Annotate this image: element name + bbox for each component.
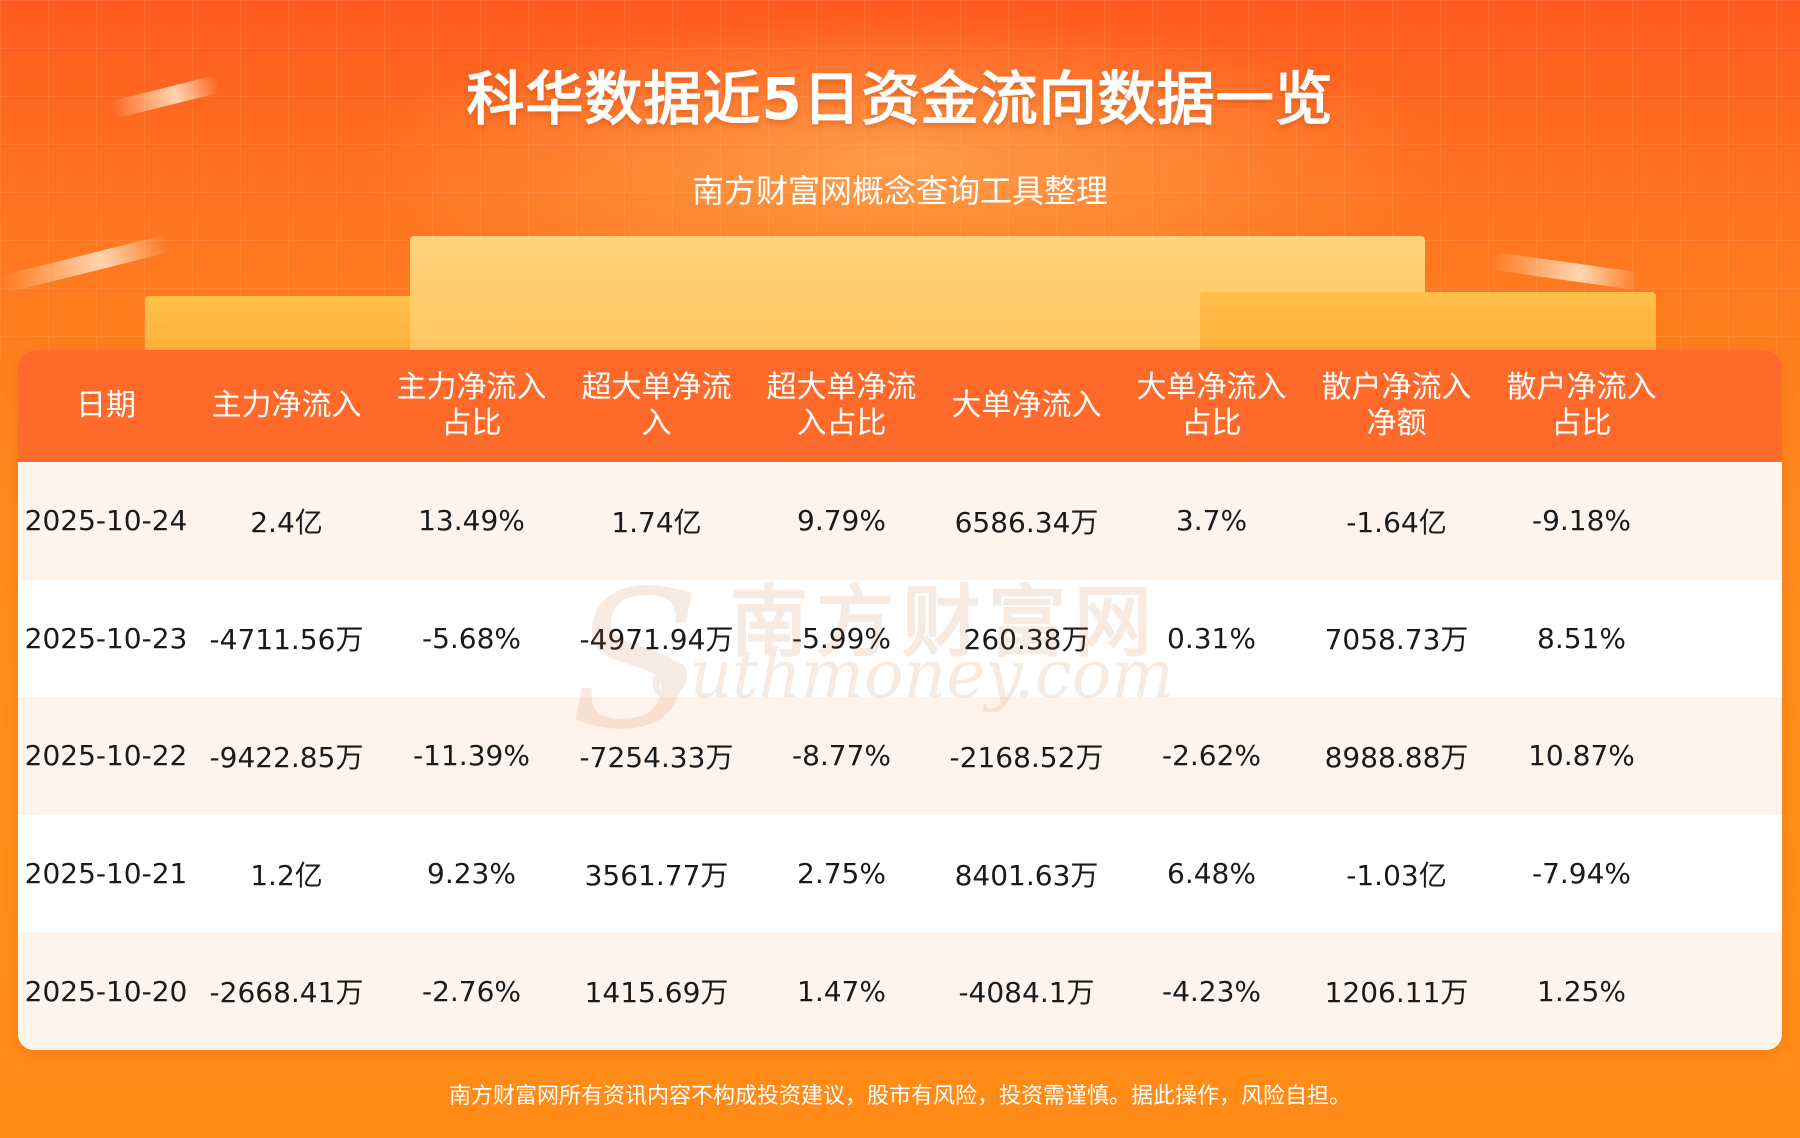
column-header-main-inflow-ratio: 主力净流入 占比 bbox=[396, 370, 547, 441]
cell-large-order-inflow: 6586.34万 bbox=[954, 505, 1099, 539]
cell-main-inflow-ratio: -2.76% bbox=[421, 974, 522, 1008]
column-header-spacer bbox=[1674, 350, 1782, 462]
cell-retail-ratio: -9.18% bbox=[1531, 504, 1632, 538]
cell-retail-ratio: 1.25% bbox=[1537, 974, 1626, 1008]
cell-retail-ratio: -7.94% bbox=[1531, 857, 1632, 891]
cell-retail-net: 7058.73万 bbox=[1324, 623, 1469, 657]
table-row: 2025-10-24 2.4亿 13.49% 1.74亿 9.79% 6586.… bbox=[18, 462, 1782, 580]
cell-date: 2025-10-20 bbox=[24, 974, 188, 1008]
table-row: 2025-10-20 -2668.41万 -2.76% 1415.69万 1.4… bbox=[18, 932, 1782, 1050]
cell-large-order-ratio: 3.7% bbox=[1175, 504, 1248, 538]
cell-main-inflow-ratio: -5.68% bbox=[421, 621, 522, 655]
table-header-row: 日期 主力净流入 主力净流入 占比 超大单净流入 超大单净流 入占比 大单净流入 大… bbox=[18, 350, 1782, 462]
footer-disclaimer: 南方财富网所有资讯内容不构成投资建议，股市有风险，投资需谨慎。据此操作，风险自担… bbox=[448, 1084, 1351, 1109]
cell-xl-order-ratio: -5.99% bbox=[791, 621, 892, 655]
cell-large-order-inflow: -2168.52万 bbox=[949, 740, 1104, 774]
cell-xl-order-inflow: -4971.94万 bbox=[579, 623, 734, 657]
cell-main-inflow-ratio: -11.39% bbox=[413, 739, 530, 773]
cell-spacer bbox=[1674, 815, 1782, 933]
cell-spacer bbox=[1674, 697, 1782, 815]
cell-retail-net: 1206.11万 bbox=[1324, 976, 1469, 1010]
cell-spacer bbox=[1674, 932, 1782, 1050]
table-row: 2025-10-22 -9422.85万 -11.39% -7254.33万 -… bbox=[18, 697, 1782, 815]
cell-large-order-inflow: 260.38万 bbox=[963, 623, 1090, 657]
cell-xl-order-inflow: -7254.33万 bbox=[579, 740, 734, 774]
cell-xl-order-ratio: 1.47% bbox=[797, 974, 886, 1008]
column-header-retail-ratio: 散户净流入 占比 bbox=[1506, 370, 1657, 441]
column-header-xl-order-ratio: 超大单净流 入占比 bbox=[766, 370, 917, 441]
cell-large-order-ratio: -4.23% bbox=[1161, 974, 1262, 1008]
column-header-main-inflow: 主力净流入 bbox=[211, 388, 362, 423]
cell-retail-net: -1.03亿 bbox=[1346, 858, 1447, 892]
decor-streak-2 bbox=[0, 234, 170, 294]
table-row: 2025-10-21 1.2亿 9.23% 3561.77万 2.75% 840… bbox=[18, 814, 1782, 933]
cell-large-order-ratio: 6.48% bbox=[1167, 857, 1256, 891]
cell-xl-order-ratio: -8.77% bbox=[791, 739, 892, 773]
column-header-retail-net: 散户净流入 净额 bbox=[1321, 370, 1472, 441]
fund-flow-table: 日期 主力净流入 主力净流入 占比 超大单净流入 超大单净流 入占比 大单净流入 大… bbox=[18, 350, 1782, 1050]
cell-main-inflow: -4711.56万 bbox=[209, 623, 364, 657]
cell-xl-order-ratio: 9.79% bbox=[797, 504, 886, 538]
cell-xl-order-inflow: 3561.77万 bbox=[584, 858, 729, 892]
cell-main-inflow: -9422.85万 bbox=[209, 740, 364, 774]
cell-date: 2025-10-24 bbox=[24, 504, 188, 538]
cell-retail-net: -1.64亿 bbox=[1346, 505, 1447, 539]
cell-large-order-inflow: 8401.63万 bbox=[954, 858, 1099, 892]
column-header-xl-order-inflow: 超大单净流入 bbox=[581, 370, 732, 441]
cell-main-inflow-ratio: 13.49% bbox=[418, 504, 525, 538]
cell-date: 2025-10-23 bbox=[24, 621, 188, 655]
cell-retail-net: 8988.88万 bbox=[1324, 740, 1469, 774]
cell-date: 2025-10-22 bbox=[24, 739, 188, 773]
cell-xl-order-ratio: 2.75% bbox=[797, 857, 886, 891]
column-header-date: 日期 bbox=[76, 388, 136, 423]
cell-main-inflow: 1.2亿 bbox=[250, 858, 323, 892]
cell-large-order-ratio: -2.62% bbox=[1161, 739, 1262, 773]
cell-main-inflow: 2.4亿 bbox=[250, 505, 323, 539]
cell-retail-ratio: 8.51% bbox=[1537, 621, 1626, 655]
cell-xl-order-inflow: 1415.69万 bbox=[584, 976, 729, 1010]
cell-spacer bbox=[1674, 580, 1782, 698]
cell-spacer bbox=[1674, 462, 1782, 580]
column-header-large-order-ratio: 大单净流入 占比 bbox=[1136, 370, 1287, 441]
cell-large-order-inflow: -4084.1万 bbox=[958, 976, 1095, 1010]
column-header-large-order-inflow: 大单净流入 bbox=[951, 388, 1102, 423]
cell-main-inflow: -2668.41万 bbox=[209, 976, 364, 1010]
decor-streak-3 bbox=[1489, 251, 1641, 291]
cell-main-inflow-ratio: 9.23% bbox=[427, 857, 516, 891]
cell-large-order-ratio: 0.31% bbox=[1167, 621, 1256, 655]
cell-retail-ratio: 10.87% bbox=[1528, 739, 1635, 773]
page-subtitle: 南方财富网概念查询工具整理 bbox=[691, 172, 1108, 210]
page-title: 科华数据近5日资金流向数据一览 bbox=[466, 65, 1334, 133]
fund-flow-table-card: 日期 主力净流入 主力净流入 占比 超大单净流入 超大单净流 入占比 大单净流入 大… bbox=[18, 350, 1782, 1050]
cell-xl-order-inflow: 1.74亿 bbox=[611, 505, 702, 539]
table-row: 2025-10-23 -4711.56万 -5.68% -4971.94万 -5… bbox=[18, 579, 1782, 698]
cell-date: 2025-10-21 bbox=[24, 857, 188, 891]
